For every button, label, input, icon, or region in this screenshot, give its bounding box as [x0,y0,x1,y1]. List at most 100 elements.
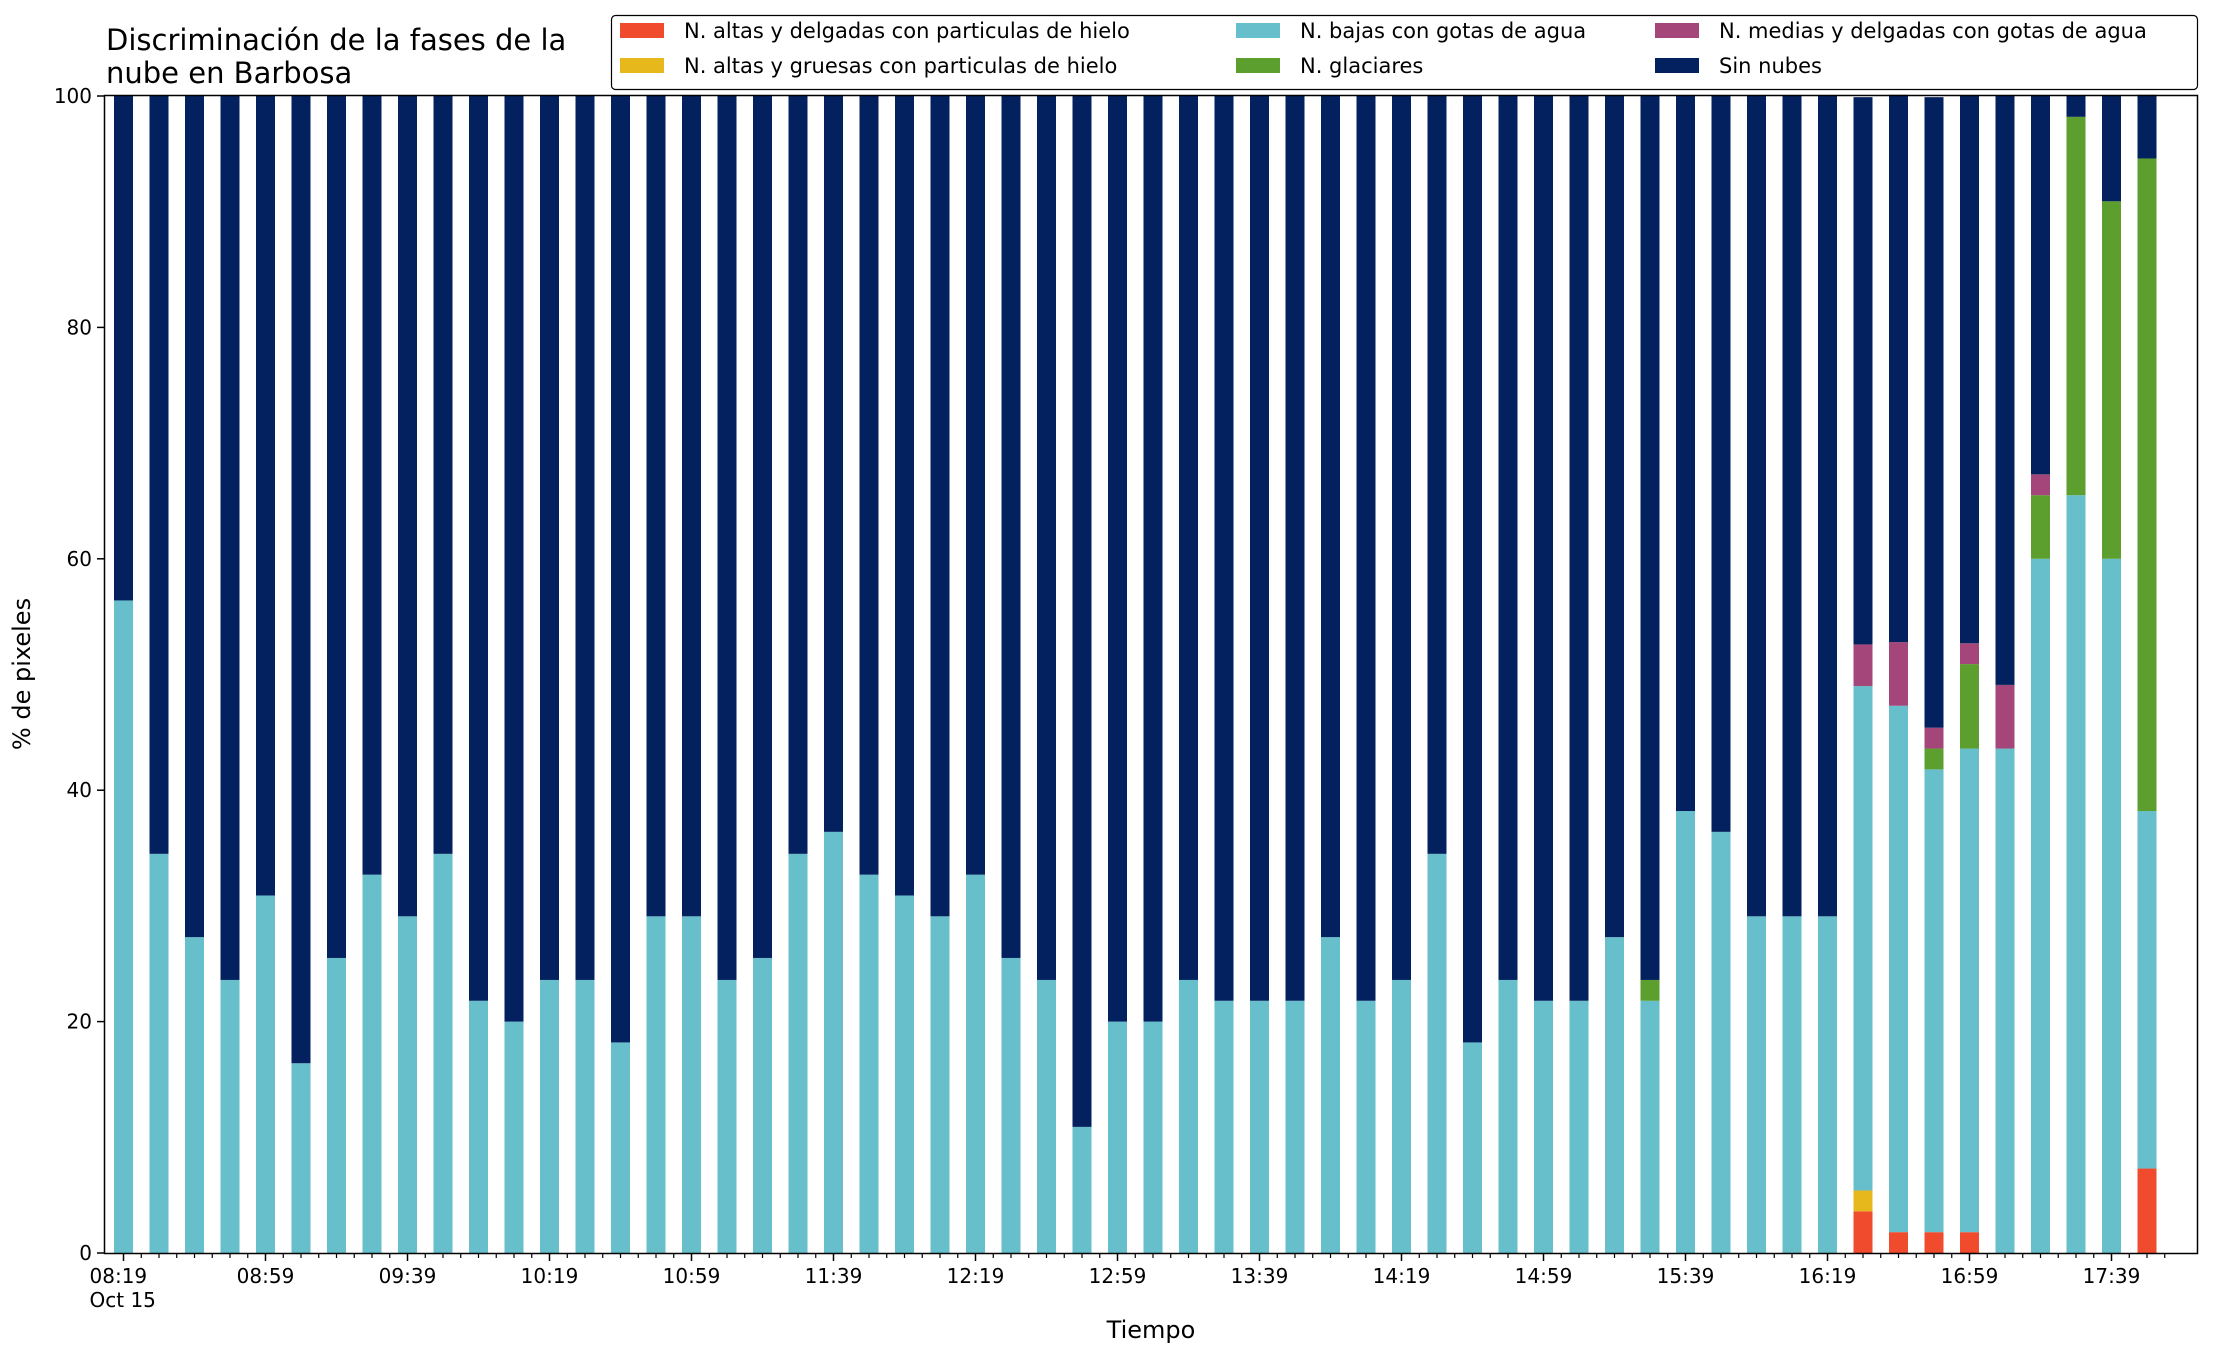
legend-item: N. altas y gruesas con particulas de hie… [620,54,1117,78]
bar-segment [1853,686,1873,1191]
bar-segment [1534,96,1553,1001]
bar-segment [1889,642,1908,706]
bar-segment [1747,916,1766,1253]
bar-segment [291,96,311,1064]
bar-segment [469,1000,488,1253]
bar-segment [1995,748,2015,1253]
x-tick-label: 08:59 [237,1264,295,1288]
chart-title: Discriminación de la fases de la nube en … [106,23,566,90]
bar-segment [1001,957,1021,1253]
bar-segment [575,96,595,980]
bar-segment [1924,769,1944,1233]
bar-segment [682,916,701,1253]
legend-item: N. medias y delgadas con gotas de agua [1655,19,2147,43]
bar-segment [1818,916,1837,1253]
y-axis-label: % de pixeles [8,598,36,750]
bar-segment [1853,1211,1873,1253]
bar-segment [1889,94,1908,643]
legend-item: N. altas y delgadas con particulas de hi… [620,19,1130,43]
bar-segment [1676,96,1695,812]
bar-segment [1214,96,1234,1001]
legend-swatch [620,23,664,38]
legend-swatch [1236,23,1280,38]
bar-segment [1214,1000,1234,1253]
bar-segment [930,96,950,917]
x-tick-label: 09:39 [379,1264,437,1288]
bar-segment [2102,201,2121,559]
bar-segment [753,96,772,958]
bar-segment [540,979,559,1253]
bar-segment [1108,1021,1127,1253]
bar-segment [1818,96,1837,917]
bar-segment [1143,1021,1163,1253]
legend-label: N. glaciares [1300,54,1423,78]
bar-segment [1037,979,1056,1253]
bar-segment [1321,96,1340,938]
x-tick-label: 08:19 Oct 15 [90,1264,156,1312]
y-tick-label: 20 [67,1010,92,1034]
bar-segment [469,96,488,1001]
bar-segment [1392,96,1411,980]
x-axis: 08:19 Oct 15 08:59 09:39 10:19 10:59 11:39 12:1… [90,1253,2166,1312]
y-tick-label: 40 [67,778,92,802]
bar-segment [1356,96,1376,1001]
bar-segment [433,96,453,854]
y-tick-label: 0 [79,1241,92,1265]
bar-segment [1250,1000,1269,1253]
bar-segment [1321,937,1340,1253]
bar-segment [1960,96,1979,644]
bar-segment [291,1063,311,1253]
bar-segment [1534,1000,1553,1253]
bar-segment [753,957,772,1253]
bar-segment [1924,1232,1944,1253]
bar-segment [611,1042,630,1253]
bar-segment [327,957,346,1253]
bar-segment [2137,811,2157,1169]
bar-segment [966,96,985,875]
bar-segment [1995,684,2015,749]
bar-segment [2137,1168,2157,1253]
bar-segment [2031,474,2050,496]
bar-segment [220,96,240,980]
bar-segment [504,96,524,1022]
bar-segment [966,874,985,1253]
bar-segment [1782,916,1802,1253]
bars-layer [114,94,2157,1253]
legend-item: Sin nubes [1655,54,1822,78]
bar-segment [256,895,275,1253]
bar-segment [1356,1000,1376,1253]
bar-segment [2102,558,2121,1253]
bar-segment [575,979,595,1253]
x-tick-label: 10:59 [663,1264,721,1288]
bar-segment [2031,96,2050,475]
bar-segment [1179,979,1198,1253]
bar-segment [1427,853,1447,1253]
bar-segment [859,96,879,875]
bar-segment [1179,96,1198,980]
legend-item: N. bajas con gotas de agua [1236,19,1586,43]
bar-segment [2102,96,2121,202]
bar-segment [1285,1000,1305,1253]
bar-segment [1037,96,1056,980]
bar-segment [646,96,666,917]
y-tick-label: 80 [67,315,92,339]
legend-swatch [1655,58,1699,73]
legend-label: N. altas y delgadas con particulas de hi… [684,19,1130,43]
x-tick-label: 16:59 [1941,1264,1999,1288]
bar-segment [398,916,417,1253]
bar-segment [149,96,169,854]
bar-segment [327,96,346,958]
bar-segment [1072,1126,1092,1253]
bar-segment [1498,96,1518,980]
bar-segment [1676,811,1695,1253]
bar-segment [646,916,666,1253]
y-tick-label: 60 [67,547,92,571]
bar-segment [1640,96,1660,980]
bar-segment [788,96,808,854]
x-tick-label: 17:39 [2083,1264,2141,1288]
bar-segment [895,895,914,1253]
bar-segment [1072,96,1092,1127]
bar-segment [185,937,204,1253]
x-tick-label: 12:59 [1089,1264,1147,1288]
